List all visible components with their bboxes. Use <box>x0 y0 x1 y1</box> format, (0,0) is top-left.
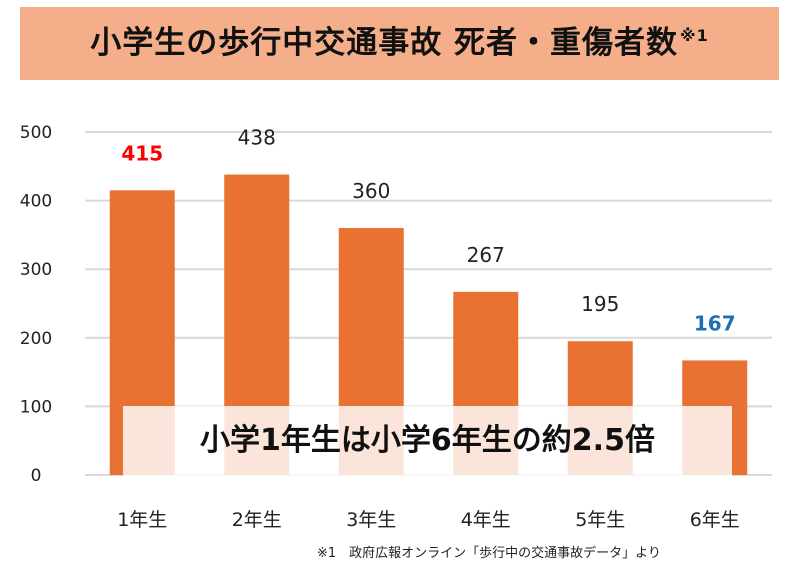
data-label: 438 <box>238 126 276 150</box>
summary-banner-text: 小学1年生は小学6年生の約2.5倍 <box>200 423 655 458</box>
x-tick-label: 6年生 <box>690 509 740 531</box>
data-label: 195 <box>581 292 619 316</box>
y-tick-label: 200 <box>20 329 52 349</box>
x-tick-label: 4年生 <box>461 509 511 531</box>
x-tick-label: 2年生 <box>232 509 282 531</box>
title-footnote-mark: ※1 <box>680 26 709 45</box>
data-label: 360 <box>352 179 390 203</box>
x-tick-label: 3年生 <box>346 509 396 531</box>
data-label: 267 <box>467 243 505 267</box>
title-bar: 小学生の歩行中交通事故 死者・重傷者数 ※1 <box>20 7 779 80</box>
source-footnote: ※1 政府広報オンライン「歩行中の交通事故データ」より <box>317 546 661 561</box>
y-tick-label: 300 <box>20 260 52 280</box>
data-label: 167 <box>694 311 736 335</box>
y-tick-label: 500 <box>20 123 52 143</box>
chart-title: 小学生の歩行中交通事故 死者・重傷者数 ※1 <box>20 7 779 80</box>
y-tick-label: 0 <box>31 466 42 486</box>
x-tick-label: 5年生 <box>575 509 625 531</box>
chart-title-text: 小学生の歩行中交通事故 死者・重傷者数 <box>90 25 679 61</box>
x-tick-label: 1年生 <box>117 509 167 531</box>
data-label: 415 <box>121 141 163 165</box>
y-tick-label: 100 <box>20 397 52 417</box>
summary-banner: 小学1年生は小学6年生の約2.5倍 <box>123 406 732 476</box>
y-tick-label: 400 <box>20 192 52 212</box>
